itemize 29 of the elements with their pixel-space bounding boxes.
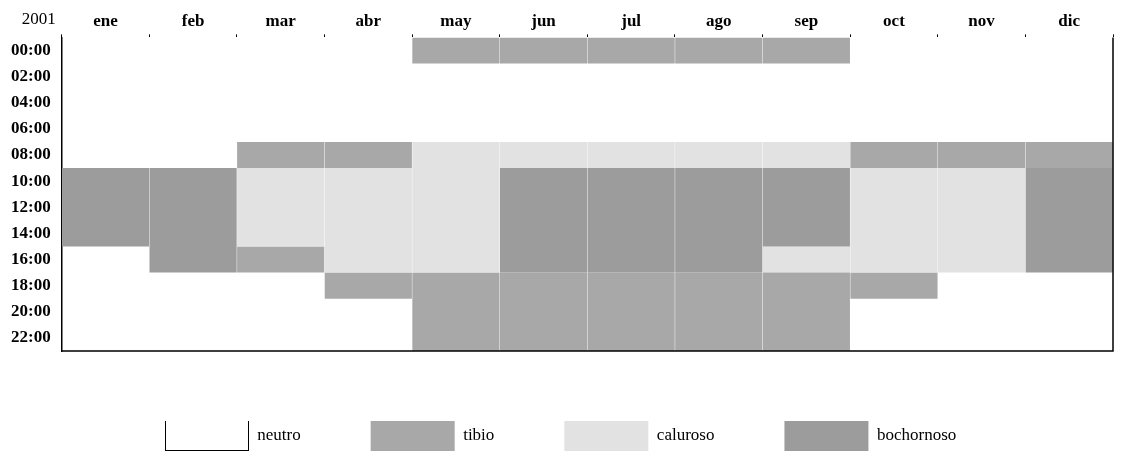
- y-tick-label: 10:00: [10, 170, 51, 190]
- x-tick-label: feb: [181, 10, 205, 30]
- y-tick-label: 16:00: [10, 248, 51, 268]
- y-tick-label: 12:00: [10, 196, 51, 216]
- x-tick-label: dic: [1058, 10, 1081, 30]
- y-tick-label: 06:00: [10, 118, 51, 138]
- y-tick-label: 00:00: [10, 39, 51, 59]
- y-tick-label: 02:00: [10, 65, 51, 85]
- y-tick-label: 20:00: [10, 301, 51, 321]
- x-tick-label: oct: [883, 10, 906, 30]
- x-tick-label: jun: [530, 10, 557, 30]
- y-tick-label: 08:00: [10, 144, 51, 164]
- legend-label: tibio: [463, 425, 495, 445]
- legend-label: caluroso: [656, 425, 715, 445]
- x-tick-label: nov: [968, 10, 996, 30]
- x-tick-label: abr: [355, 10, 382, 30]
- y-tick-label: 04:00: [10, 92, 51, 112]
- x-tick-label: mar: [265, 10, 297, 30]
- y-tick-label: 22:00: [10, 327, 51, 347]
- x-tick-label: may: [440, 10, 472, 30]
- chart-title: 2001: [21, 9, 56, 29]
- text: neutro: [257, 425, 301, 445]
- x-tick-label: ene: [93, 10, 119, 30]
- y-tick-label: 18:00: [10, 275, 51, 295]
- x-tick-label: sep: [794, 10, 819, 30]
- x-tick-label: ago: [706, 10, 732, 30]
- y-tick-label: 14:00: [10, 222, 51, 242]
- x-tick-label: jul: [620, 10, 642, 30]
- legend-label: bochornoso: [876, 425, 957, 445]
